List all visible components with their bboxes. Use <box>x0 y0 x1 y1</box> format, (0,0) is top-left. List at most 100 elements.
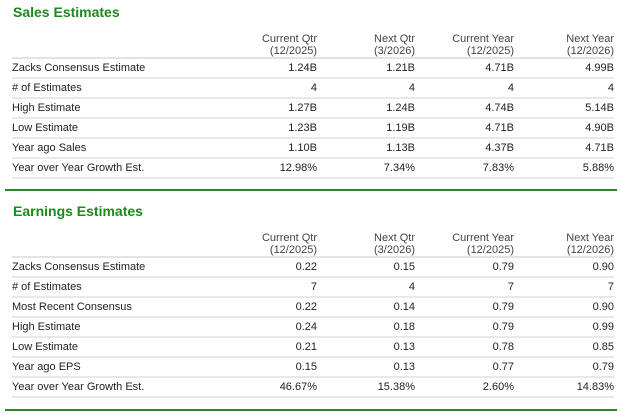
cell-value: 1.21B <box>317 58 415 79</box>
cell-value: 2.60% <box>415 377 514 398</box>
table-row: Most Recent Consensus 0.22 0.14 0.79 0.90 <box>12 297 614 318</box>
cell-value: 4.99B <box>514 58 614 79</box>
cell-value: 4 <box>317 78 415 99</box>
cell-value: 14.83% <box>514 377 614 398</box>
cell-value: 1.24B <box>317 98 415 119</box>
cell-value: 1.23B <box>217 118 317 139</box>
cell-value: 1.27B <box>217 98 317 119</box>
row-label: Year ago Sales <box>12 138 217 159</box>
cell-value: 0.18 <box>317 317 415 338</box>
row-label: Zacks Consensus Estimate <box>12 257 217 278</box>
column-header: Current Qtr (12/2025) <box>217 228 317 258</box>
cell-value: 0.79 <box>415 317 514 338</box>
cell-value: 4.74B <box>415 98 514 119</box>
cell-value: 4.37B <box>415 138 514 159</box>
header-row: Current Qtr (12/2025) Next Qtr (3/2026) Curr… <box>12 228 614 258</box>
table-row: High Estimate 1.27B 1.24B 4.74B 5.14B <box>12 98 614 119</box>
column-header: Next Qtr (3/2026) <box>317 228 415 258</box>
column-label: Next Year <box>566 232 614 244</box>
cell-value: 5.14B <box>514 98 614 119</box>
column-header: Next Qtr (3/2026) <box>317 29 415 59</box>
cell-value: 1.10B <box>217 138 317 159</box>
header-row: Current Qtr (12/2025) Next Qtr (3/2026) Curr… <box>12 29 614 59</box>
table-row: # of Estimates 7 4 7 7 <box>12 277 614 298</box>
table-row: Zacks Consensus Estimate 0.22 0.15 0.79 0.90 <box>12 257 614 278</box>
cell-value: 0.13 <box>317 337 415 358</box>
table-row: Year over Year Growth Est. 46.67% 15.38% 2.… <box>12 377 614 398</box>
row-label: Year over Year Growth Est. <box>12 377 217 398</box>
column-period: (12/2026) <box>566 45 614 57</box>
cell-value: 1.24B <box>217 58 317 79</box>
cell-value: 4.71B <box>415 58 514 79</box>
column-label: Next Year <box>566 33 614 45</box>
table-row: High Estimate 0.24 0.18 0.79 0.99 <box>12 317 614 338</box>
section-title: Earnings Estimates <box>13 203 143 219</box>
cell-value: 7.83% <box>415 158 514 179</box>
row-label: # of Estimates <box>12 277 217 298</box>
column-period: (12/2025) <box>269 244 317 256</box>
cell-value: 4 <box>415 78 514 99</box>
cell-value: 0.13 <box>317 357 415 378</box>
cell-value: 12.98% <box>217 158 317 179</box>
table-row: Year ago Sales 1.10B 1.13B 4.37B 4.71B <box>12 138 614 159</box>
cell-value: 4 <box>217 78 317 99</box>
table-row: Low Estimate 0.21 0.13 0.78 0.85 <box>12 337 614 358</box>
cell-value: 0.78 <box>415 337 514 358</box>
row-label: High Estimate <box>12 317 217 338</box>
cell-value: 7 <box>514 277 614 298</box>
sales-estimates-table: Current Qtr (12/2025) Next Qtr (3/2026) Curr… <box>12 29 614 179</box>
column-label: Current Qtr <box>261 232 317 244</box>
cell-value: 0.14 <box>317 297 415 318</box>
column-header: Next Year (12/2026) <box>514 29 614 59</box>
cell-value: 4.71B <box>415 118 514 139</box>
cell-value: 7.34% <box>317 158 415 179</box>
column-header: Current Year (12/2025) <box>415 228 514 258</box>
cell-value: 0.90 <box>514 297 614 318</box>
cell-value: 5.88% <box>514 158 614 179</box>
column-period: (3/2026) <box>374 244 415 256</box>
table-row: # of Estimates 4 4 4 4 <box>12 78 614 99</box>
column-header: Next Year (12/2026) <box>514 228 614 258</box>
table-row: Zacks Consensus Estimate 1.24B 1.21B 4.71B 4… <box>12 58 614 79</box>
header-blank <box>12 228 217 258</box>
column-period: (3/2026) <box>374 45 415 57</box>
column-label: Next Qtr <box>374 232 415 244</box>
cell-value: 4 <box>317 277 415 298</box>
cell-value: 0.15 <box>317 257 415 278</box>
cell-value: 4 <box>514 78 614 99</box>
cell-value: 0.79 <box>415 297 514 318</box>
table-row: Year ago EPS 0.15 0.13 0.77 0.79 <box>12 357 614 378</box>
section-divider <box>5 409 617 411</box>
earnings-estimates-table: Current Qtr (12/2025) Next Qtr (3/2026) Curr… <box>12 228 614 398</box>
table-row: Year over Year Growth Est. 12.98% 7.34% 7.8… <box>12 158 614 179</box>
row-label: Year ago EPS <box>12 357 217 378</box>
cell-value: 7 <box>415 277 514 298</box>
row-label: Most Recent Consensus <box>12 297 217 318</box>
row-label: Zacks Consensus Estimate <box>12 58 217 79</box>
cell-value: 0.21 <box>217 337 317 358</box>
column-period: (12/2025) <box>466 45 514 57</box>
row-label: High Estimate <box>12 98 217 119</box>
row-label: # of Estimates <box>12 78 217 99</box>
column-header: Current Qtr (12/2025) <box>217 29 317 59</box>
column-period: (12/2025) <box>466 244 514 256</box>
cell-value: 4.90B <box>514 118 614 139</box>
cell-value: 0.22 <box>217 257 317 278</box>
column-label: Next Qtr <box>374 33 415 45</box>
cell-value: 4.71B <box>514 138 614 159</box>
cell-value: 15.38% <box>317 377 415 398</box>
cell-value: 0.15 <box>217 357 317 378</box>
table-row: Low Estimate 1.23B 1.19B 4.71B 4.90B <box>12 118 614 139</box>
cell-value: 0.77 <box>415 357 514 378</box>
column-period: (12/2026) <box>566 244 614 256</box>
cell-value: 1.13B <box>317 138 415 159</box>
column-period: (12/2025) <box>269 45 317 57</box>
row-label: Year over Year Growth Est. <box>12 158 217 179</box>
row-label: Low Estimate <box>12 118 217 139</box>
cell-value: 0.79 <box>514 357 614 378</box>
cell-value: 1.19B <box>317 118 415 139</box>
column-label: Current Year <box>452 232 514 244</box>
cell-value: 0.99 <box>514 317 614 338</box>
cell-value: 0.85 <box>514 337 614 358</box>
section-divider <box>5 189 617 191</box>
